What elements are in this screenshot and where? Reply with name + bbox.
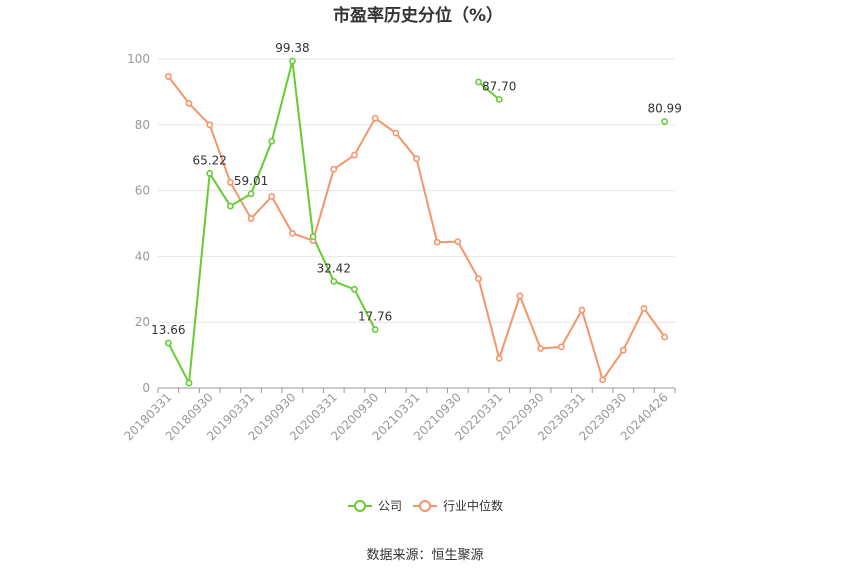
- y-tick-label: 60: [135, 184, 150, 198]
- series-point-1: [537, 345, 544, 352]
- legend-label: 公司: [378, 499, 402, 513]
- legend[interactable]: 公司 行业中位数: [348, 498, 503, 513]
- data-label: 59.01: [234, 174, 268, 188]
- series-point-1: [640, 304, 648, 312]
- data-label: 65.22: [193, 153, 227, 167]
- y-axis-ticks: 0 20 40 60 80 100: [127, 52, 150, 395]
- series-point-0: [371, 326, 379, 333]
- series-point-0: [309, 233, 317, 241]
- gridlines: [158, 58, 675, 323]
- series-point-1: [475, 275, 482, 283]
- data-label: 80.99: [647, 102, 681, 116]
- legend-swatch-marker: [419, 500, 431, 512]
- data-label: 99.38: [275, 41, 309, 55]
- series-point-0: [330, 277, 338, 285]
- series-point-1: [268, 193, 276, 200]
- legend-label: 行业中位数: [443, 498, 503, 513]
- y-tick-label: 40: [135, 249, 150, 263]
- series-point-1: [351, 151, 358, 159]
- series-point-1: [599, 376, 607, 384]
- legend-swatch-marker: [354, 500, 366, 512]
- series-point-1: [289, 229, 296, 237]
- series-points: [164, 57, 669, 387]
- series-point-0: [289, 57, 296, 65]
- series-point-1: [247, 215, 255, 222]
- series-point-1: [454, 238, 462, 245]
- series-point-0: [661, 118, 669, 125]
- series-point-0: [475, 78, 482, 86]
- series-point-0: [164, 339, 172, 347]
- data-label: 32.42: [317, 261, 351, 275]
- data-label: 17.76: [358, 310, 392, 324]
- series-lines: [167, 60, 666, 385]
- series-point-1: [330, 165, 338, 173]
- series-point-0: [206, 170, 214, 177]
- source-note: 数据来源：恒生聚源: [366, 548, 483, 563]
- series-point-1: [495, 354, 503, 362]
- series-line-0: [167, 60, 377, 385]
- series-point-1: [185, 100, 193, 107]
- series-point-0: [226, 202, 234, 210]
- series-point-0: [495, 96, 503, 103]
- series-point-1: [557, 343, 565, 351]
- data-label: 13.66: [151, 323, 185, 337]
- series-point-1: [413, 155, 420, 163]
- x-axis: 2018033120180930201903312019093020200331…: [121, 387, 676, 443]
- data-label: 87.70: [482, 79, 516, 93]
- chart-title: 市盈率历史分位（%）: [333, 5, 503, 26]
- y-tick-label: 0: [142, 381, 150, 395]
- data-labels: 13.66 65.22 59.01 99.38 32.42 17.76 87.70 80.99: [151, 41, 682, 337]
- series-point-0: [351, 285, 358, 293]
- series-point-1: [433, 238, 441, 246]
- y-tick-label: 80: [135, 118, 150, 132]
- y-tick-label: 100: [127, 52, 150, 66]
- y-tick-label: 20: [135, 315, 150, 329]
- series-point-1: [206, 121, 214, 129]
- series-point-1: [164, 73, 172, 80]
- series-point-0: [185, 379, 193, 387]
- series-point-1: [661, 333, 669, 341]
- series-line-1: [167, 75, 666, 381]
- series-point-1: [392, 129, 400, 137]
- series-point-1: [619, 346, 627, 354]
- series-point-1: [371, 114, 379, 122]
- series-point-1: [226, 178, 234, 186]
- series-point-0: [268, 137, 276, 145]
- series-point-1: [578, 306, 586, 314]
- series-line-0: [477, 81, 500, 101]
- series-point-0: [247, 190, 255, 198]
- series-point-1: [516, 292, 524, 300]
